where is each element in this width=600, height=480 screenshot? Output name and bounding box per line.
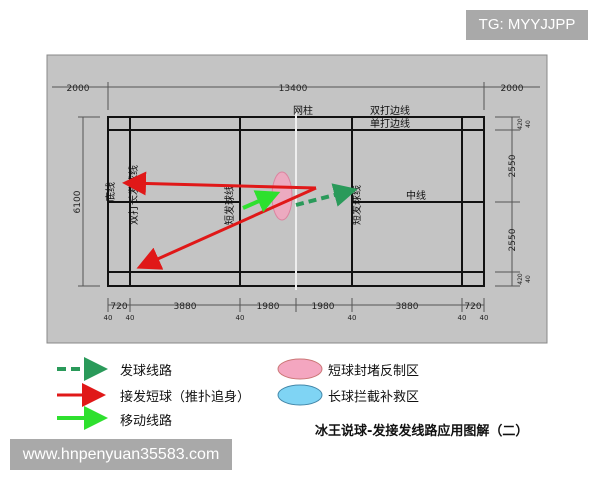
short-ball-zone [271, 171, 293, 221]
label-doubles-sideline: 双打边线 [370, 104, 410, 117]
dim-small: 40 [480, 314, 489, 322]
legend-short-zone: 短球封堵反制区 [328, 364, 420, 379]
dim-left: 6100 [73, 190, 83, 213]
dim-right: 420 [517, 118, 524, 130]
return-arrow-corner [136, 186, 317, 270]
dim-right: 40 [525, 120, 532, 128]
label-short-service-line-right: 短发球线 [350, 185, 363, 225]
dim-bottom: 1980 [312, 302, 335, 312]
legend-long-zone: 长球拦截补救区 [328, 390, 420, 405]
dim-right: 2550 [508, 154, 518, 177]
dim-small: 40 [348, 314, 357, 322]
watermark-bottom: www.hnpenyuan35583.com [10, 439, 232, 470]
label-back-line: 底线 [104, 182, 117, 202]
watermark-top: TG: MYYJJPP [466, 10, 588, 40]
dim-small: 40 [104, 314, 113, 322]
label-singles-sideline: 单打边线 [370, 117, 410, 130]
dim-bottom: 720 [464, 302, 481, 312]
dimension-lines [52, 82, 540, 312]
dim-top-right: 2000 [501, 84, 524, 94]
dim-bottom: 720 [110, 302, 127, 312]
dim-right: 420 [517, 273, 524, 285]
label-net-post: 网柱 [293, 104, 313, 117]
dim-small: 40 [126, 314, 135, 322]
dim-small: 40 [458, 314, 467, 322]
label-center-line: 中线 [406, 189, 426, 202]
legend-long-zone-icon [277, 384, 323, 406]
legend-movement-route: 移动线路 [120, 414, 173, 429]
dim-bottom: 3880 [396, 302, 419, 312]
legend-serve-route: 发球线路 [120, 364, 173, 379]
caption: 冰王说球-发接发线路应用图解（二） [315, 424, 529, 439]
dim-top-left: 2000 [67, 84, 90, 94]
serve-route-arrow [295, 183, 358, 207]
dim-right: 40 [525, 275, 532, 283]
label-short-service-line-left: 短发球线 [223, 185, 236, 225]
dim-top-center: 13400 [279, 84, 308, 94]
label-long-service-line: 双打长发球线 [127, 165, 140, 225]
legend-short-return: 接发短球（推扑追身） [120, 390, 251, 405]
legend-short-zone-icon [277, 358, 323, 380]
dim-small: 40 [236, 314, 245, 322]
return-arrow-back [122, 171, 317, 196]
dim-bottom: 3880 [174, 302, 197, 312]
movement-arrow [242, 190, 281, 213]
dim-right: 2550 [508, 228, 518, 251]
dim-bottom: 1980 [257, 302, 280, 312]
